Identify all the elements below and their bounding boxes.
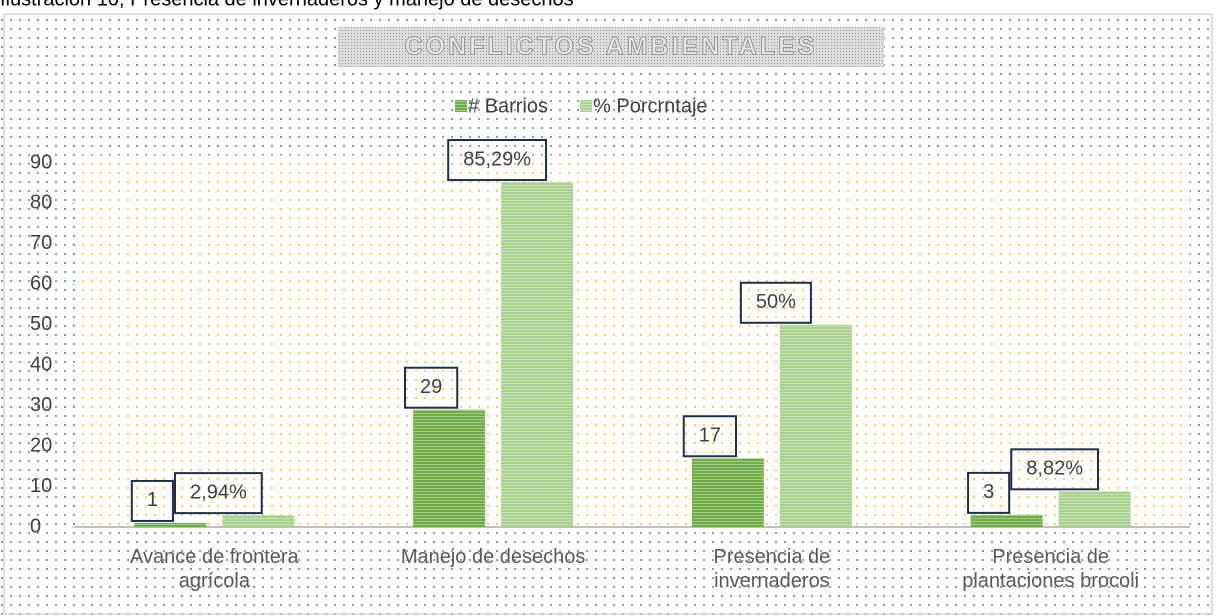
data-label-box: [682, 415, 737, 458]
data-label-box: [404, 366, 459, 409]
data-label-text: 3: [983, 481, 994, 503]
y-tick-label: 70: [30, 232, 52, 254]
chart-title: CONFLICTOS AMBIENTALES: [405, 33, 818, 61]
data-label-box: [174, 472, 263, 515]
y-tick-label: 20: [30, 434, 52, 456]
x-tick-label: Manejo de desechos: [400, 546, 586, 568]
title-box: [338, 27, 884, 67]
y-tick-label: 0: [30, 515, 41, 537]
data-label: 2,94%: [174, 472, 263, 515]
x-tick-label: Presencia de invernaderos: [713, 546, 831, 592]
data-label-text: 85,29%: [463, 148, 531, 170]
data-label-text: 50%: [756, 291, 796, 313]
bar: [779, 324, 852, 527]
data-label-text: 17: [699, 425, 721, 447]
data-label: 3: [967, 471, 1011, 514]
y-tick-label: 80: [30, 192, 52, 214]
chart-border: [3, 13, 1213, 615]
data-label-box: [1010, 448, 1099, 491]
data-label: 29: [404, 366, 459, 409]
x-tick-label: Presencia de plantaciones brocoli: [962, 546, 1140, 592]
legend-label: % Porcrntaje: [593, 95, 708, 117]
data-label: 85,29%: [447, 139, 548, 182]
data-label-box: [967, 471, 1011, 514]
legend-swatch: [580, 100, 593, 112]
bar: [1058, 491, 1131, 527]
data-label-text: 29: [420, 376, 442, 398]
data-label: 50%: [739, 281, 812, 324]
legend-label: # Barrios: [468, 95, 548, 117]
bar: [222, 515, 295, 527]
legend-swatch: [455, 100, 467, 112]
data-label: 17: [682, 415, 737, 458]
data-label-box: [739, 281, 812, 324]
data-label-box: [447, 139, 548, 182]
data-label-box: [130, 479, 174, 522]
bar: [691, 458, 764, 527]
y-tick-label: 60: [30, 273, 52, 295]
plot-area: [75, 155, 1190, 527]
caption: Ilustración 10, Presencia de invernadero…: [0, 0, 574, 10]
data-label-text: 2,94%: [190, 481, 247, 503]
bar: [134, 522, 207, 527]
data-label: 1: [130, 479, 174, 522]
y-tick-label: 90: [30, 151, 52, 173]
bar: [413, 409, 486, 527]
data-label-text: 1: [147, 489, 158, 511]
data-label: 8,82%: [1010, 448, 1099, 491]
y-tick-label: 40: [30, 354, 52, 376]
bar: [970, 514, 1043, 527]
y-tick-label: 10: [30, 475, 52, 497]
bar: [501, 182, 574, 528]
data-label-text: 8,82%: [1026, 458, 1083, 480]
y-tick-label: 50: [30, 313, 52, 335]
y-tick-label: 30: [30, 394, 52, 416]
x-tick-label: Avance de frontera agrícola: [130, 546, 299, 592]
